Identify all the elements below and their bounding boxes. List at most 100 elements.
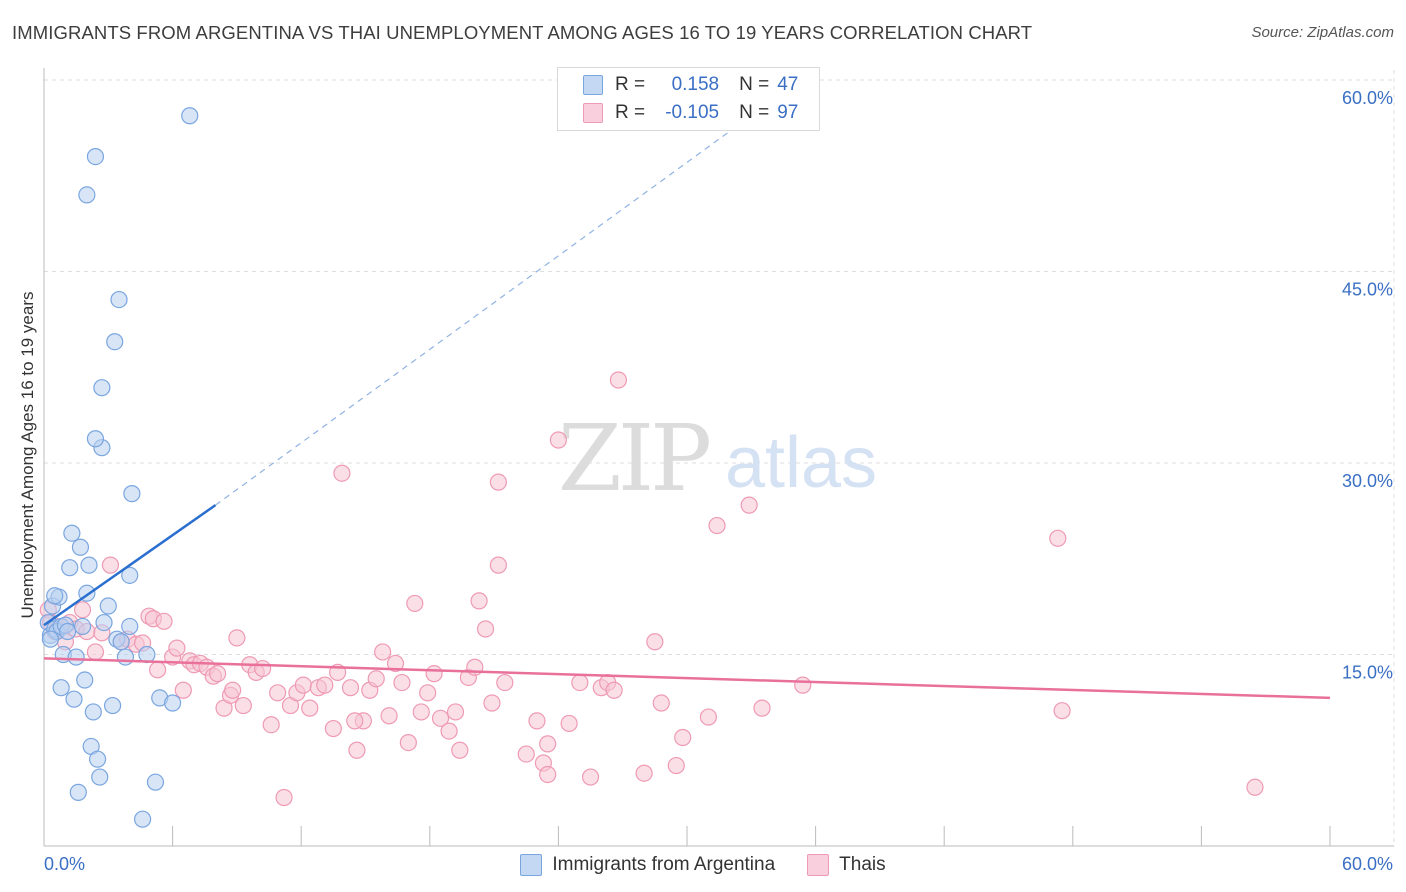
thais-point xyxy=(674,728,692,747)
thais-point xyxy=(341,679,360,697)
argentina-points xyxy=(39,107,199,828)
thais-point xyxy=(262,716,280,734)
thais-point xyxy=(254,659,272,678)
argentina-point xyxy=(78,186,96,204)
thais-point xyxy=(324,719,342,738)
tick-labels: 15.0% 30.0% 45.0% 60.0% 0.0% 60.0% xyxy=(44,88,1393,874)
thais-point xyxy=(431,709,450,727)
argentina-point xyxy=(123,485,141,503)
argentina-point xyxy=(99,597,117,615)
thais-trend-line xyxy=(43,657,1331,700)
thais-point xyxy=(483,694,501,712)
thais-point xyxy=(560,714,578,733)
chart-title: IMMIGRANTS FROM ARGENTINA VS THAI UNEMPL… xyxy=(12,22,1033,43)
thais-point xyxy=(581,768,600,786)
argentina-point xyxy=(164,694,182,712)
legend-swatch-blue xyxy=(583,75,603,95)
thais-point xyxy=(316,676,334,694)
axes xyxy=(43,68,1394,847)
thais-point xyxy=(496,673,514,692)
legend-n-value: 97 xyxy=(777,102,799,123)
thais-point xyxy=(440,722,458,740)
thais-point xyxy=(224,681,242,699)
y-tick-label: 15.0% xyxy=(1342,663,1393,683)
y-axis-title: Unemployment Among Ages 16 to 19 years xyxy=(18,291,37,619)
argentina-point xyxy=(110,290,128,309)
thais-point xyxy=(470,592,488,610)
legend-swatch-pink xyxy=(583,103,603,123)
argentina-point xyxy=(86,430,105,448)
legend-swatch-pink xyxy=(807,854,830,876)
thais-point xyxy=(333,464,351,482)
thais-point xyxy=(605,681,623,699)
legend-row-argentina: R = 0.158 N = 47 xyxy=(558,72,798,98)
argentina-point xyxy=(52,679,70,697)
legend-r-value: -0.105 xyxy=(665,102,720,123)
argentina-point xyxy=(106,333,124,351)
thais-point xyxy=(517,745,535,763)
thais-point xyxy=(609,371,628,389)
thais-point xyxy=(1053,702,1071,720)
thais-point xyxy=(406,594,424,613)
thais-point xyxy=(367,670,385,688)
legend-label: Immigrants from Argentina xyxy=(552,854,776,875)
legend-r-label: R = xyxy=(615,74,646,95)
thais-point xyxy=(374,643,392,661)
thais-point xyxy=(412,703,430,721)
thais-point xyxy=(269,684,287,702)
y-tick-label: 45.0% xyxy=(1342,280,1393,300)
thais-point xyxy=(155,612,173,630)
thais-point xyxy=(699,708,718,726)
argentina-point xyxy=(121,566,139,584)
argentina-point xyxy=(61,559,79,577)
legend-n-label: N = xyxy=(739,74,770,95)
thais-point xyxy=(646,633,664,651)
thais-point xyxy=(73,601,92,619)
thais-point xyxy=(101,556,120,574)
argentina-point xyxy=(116,648,135,666)
thais-point xyxy=(419,684,437,702)
thais-point xyxy=(528,712,546,730)
thais-point xyxy=(393,673,411,692)
y-tick-label: 30.0% xyxy=(1342,471,1393,491)
x-tick-label: 0.0% xyxy=(44,854,85,874)
argentina-point xyxy=(121,617,139,636)
argentina-point xyxy=(95,613,113,632)
legend-row-thais: R = -0.105 N = 97 xyxy=(558,100,798,126)
thais-point xyxy=(446,703,465,721)
argentina-point xyxy=(88,750,107,768)
argentina-trend-line xyxy=(43,504,217,627)
argentina-point xyxy=(80,556,98,574)
argentina-point xyxy=(133,810,152,828)
argentina-trend-extension xyxy=(215,122,741,506)
argentina-point xyxy=(65,690,83,708)
legend-swatch-blue xyxy=(520,854,543,876)
argentina-point xyxy=(76,671,94,689)
thais-point xyxy=(549,431,568,449)
thais-point xyxy=(174,681,192,699)
thais-point xyxy=(539,765,557,784)
thais-point xyxy=(652,694,670,712)
argentina-point xyxy=(86,148,105,166)
thais-point xyxy=(348,741,366,759)
thais-point xyxy=(740,496,758,514)
thais-point xyxy=(476,620,495,638)
argentina-point xyxy=(69,783,87,801)
y-tick-label: 60.0% xyxy=(1342,88,1393,108)
argentina-point xyxy=(71,538,90,556)
thais-point xyxy=(399,733,417,752)
thais-point xyxy=(294,676,312,694)
thais-point xyxy=(1246,778,1264,796)
thais-point xyxy=(380,707,398,725)
argentina-point xyxy=(103,696,122,715)
argentina-point xyxy=(181,107,199,125)
thais-point xyxy=(489,556,507,574)
legend-label: Thais xyxy=(839,854,886,875)
argentina-point xyxy=(41,630,60,648)
legend-n-label: N = xyxy=(739,102,770,123)
thais-point xyxy=(539,735,557,753)
argentina-point xyxy=(91,768,109,786)
thais-point xyxy=(346,712,364,730)
thais-point xyxy=(386,654,405,673)
